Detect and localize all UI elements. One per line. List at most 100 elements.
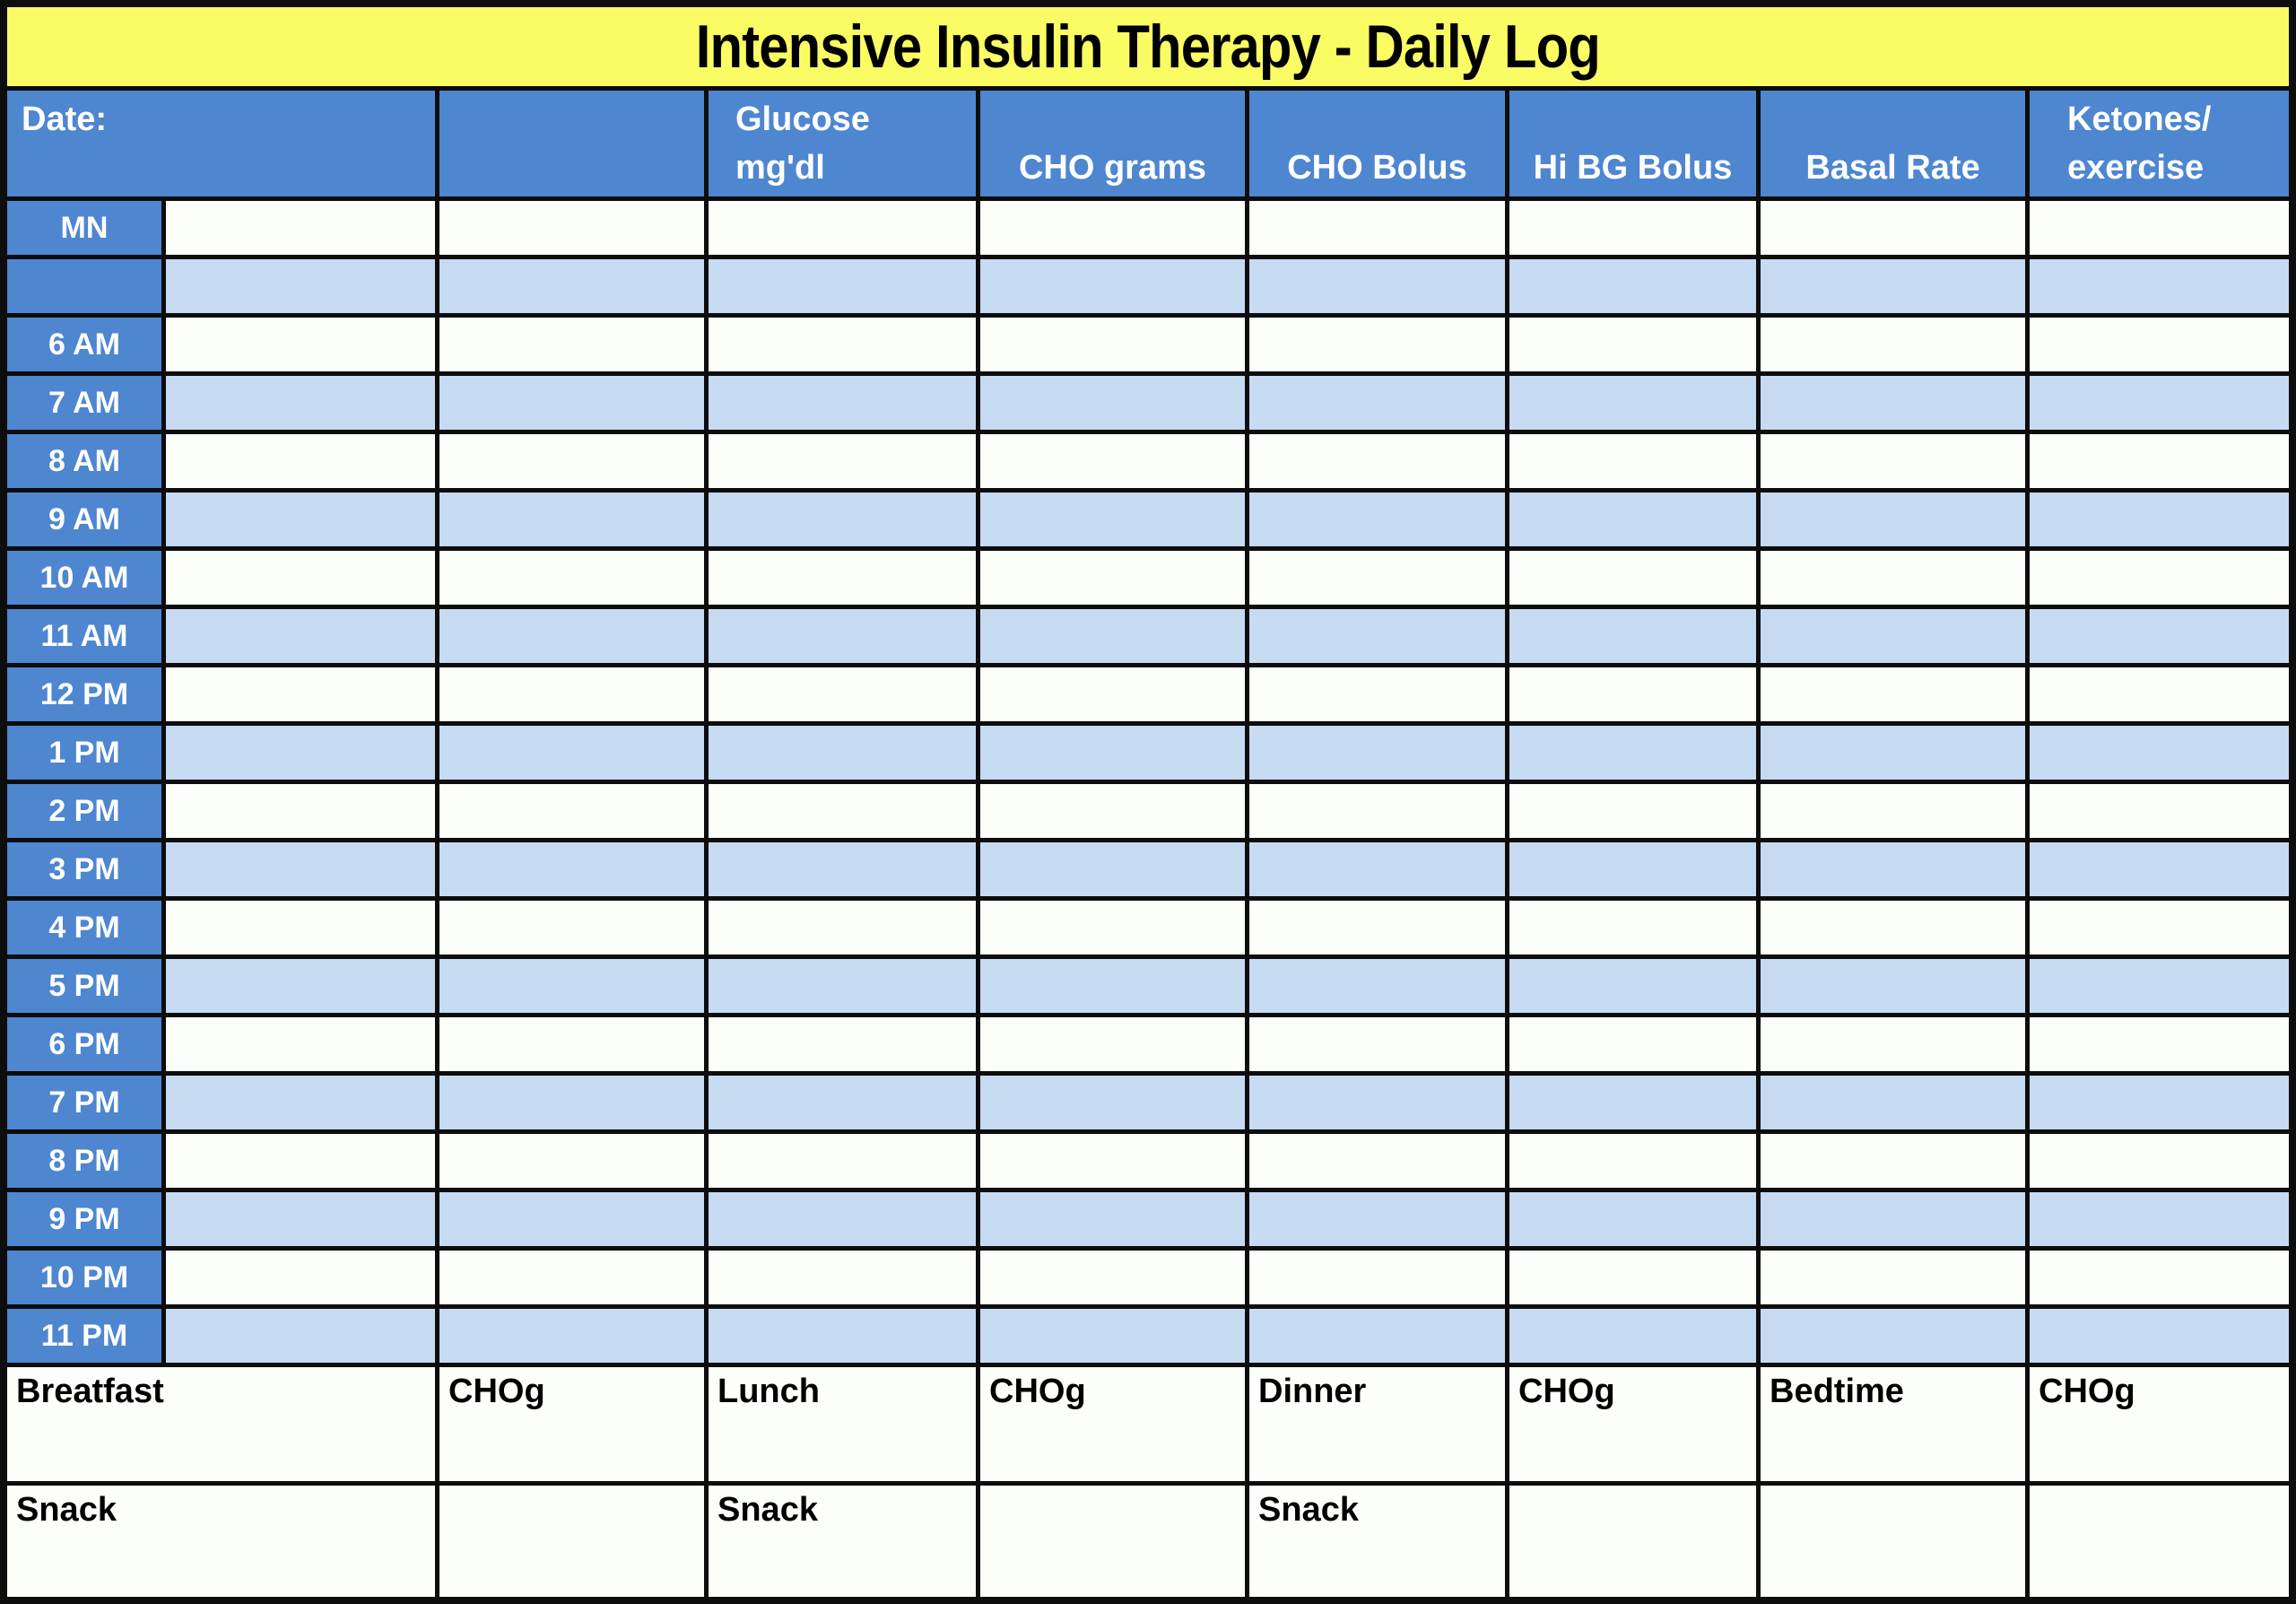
log-cell[interactable] <box>1761 318 2025 371</box>
log-cell[interactable] <box>1761 1134 2025 1188</box>
log-cell[interactable] <box>439 1076 704 1129</box>
log-cell[interactable] <box>166 259 435 313</box>
log-cell[interactable] <box>1509 959 1756 1013</box>
log-cell[interactable] <box>1509 842 1756 896</box>
log-cell[interactable] <box>166 376 435 430</box>
log-cell[interactable] <box>1249 201 1505 255</box>
log-cell[interactable] <box>166 551 435 605</box>
log-cell[interactable] <box>1249 959 1505 1013</box>
log-cell[interactable] <box>2030 1251 2289 1304</box>
log-cell[interactable] <box>1761 901 2025 955</box>
log-cell[interactable] <box>166 784 435 838</box>
header-date[interactable]: Date: <box>7 91 435 196</box>
log-cell[interactable] <box>1509 667 1756 721</box>
log-cell[interactable] <box>1249 434 1505 488</box>
log-cell[interactable] <box>980 901 1245 955</box>
log-cell[interactable] <box>166 842 435 896</box>
meal-breakfast-cell[interactable]: Breatfast <box>7 1367 435 1481</box>
log-cell[interactable] <box>1509 493 1756 546</box>
log-cell[interactable] <box>439 1192 704 1246</box>
log-cell[interactable] <box>709 1017 976 1071</box>
log-cell[interactable] <box>709 842 976 896</box>
log-cell[interactable] <box>980 434 1245 488</box>
log-cell[interactable] <box>1761 493 2025 546</box>
log-cell[interactable] <box>2030 434 2289 488</box>
log-cell[interactable] <box>1249 318 1505 371</box>
log-cell[interactable] <box>2030 784 2289 838</box>
log-cell[interactable] <box>1249 1251 1505 1304</box>
log-cell[interactable] <box>1761 784 2025 838</box>
log-cell[interactable] <box>1509 609 1756 663</box>
log-cell[interactable] <box>1509 259 1756 313</box>
log-cell[interactable] <box>709 1076 976 1129</box>
snack-morning-cell[interactable]: Snack <box>7 1486 435 1597</box>
log-cell[interactable] <box>709 1309 976 1363</box>
log-cell[interactable] <box>1249 1192 1505 1246</box>
log-cell[interactable] <box>1509 376 1756 430</box>
log-cell[interactable] <box>2030 667 2289 721</box>
log-cell[interactable] <box>1249 1134 1505 1188</box>
log-cell[interactable] <box>1509 1251 1756 1304</box>
log-cell[interactable] <box>709 493 976 546</box>
log-cell[interactable] <box>1249 376 1505 430</box>
log-cell[interactable] <box>2030 551 2289 605</box>
log-cell[interactable] <box>980 1076 1245 1129</box>
meal-dinner-cell[interactable]: Dinner <box>1249 1367 1505 1481</box>
log-cell[interactable] <box>439 259 704 313</box>
log-cell[interactable] <box>709 784 976 838</box>
log-cell[interactable] <box>1249 493 1505 546</box>
log-cell[interactable] <box>709 376 976 430</box>
log-cell[interactable] <box>1249 551 1505 605</box>
log-cell[interactable] <box>980 376 1245 430</box>
log-cell[interactable] <box>439 609 704 663</box>
log-cell[interactable] <box>166 1192 435 1246</box>
log-cell[interactable] <box>2030 376 2289 430</box>
log-cell[interactable] <box>2030 842 2289 896</box>
log-cell[interactable] <box>166 959 435 1013</box>
log-cell[interactable] <box>166 318 435 371</box>
log-cell[interactable] <box>1761 551 2025 605</box>
log-cell[interactable] <box>439 784 704 838</box>
log-cell[interactable] <box>2030 1017 2289 1071</box>
log-cell[interactable] <box>1509 318 1756 371</box>
snack-entry-cell[interactable] <box>439 1486 704 1597</box>
snack-afternoon-cell[interactable]: Snack <box>709 1486 976 1597</box>
snack-entry-cell[interactable] <box>1509 1486 1756 1597</box>
log-cell[interactable] <box>1249 1017 1505 1071</box>
log-cell[interactable] <box>709 901 976 955</box>
log-cell[interactable] <box>439 551 704 605</box>
log-cell[interactable] <box>1509 1134 1756 1188</box>
log-cell[interactable] <box>439 1251 704 1304</box>
log-cell[interactable] <box>1761 1076 2025 1129</box>
log-cell[interactable] <box>2030 726 2289 780</box>
log-cell[interactable] <box>1761 376 2025 430</box>
log-cell[interactable] <box>1509 784 1756 838</box>
log-cell[interactable] <box>980 259 1245 313</box>
log-cell[interactable] <box>1761 726 2025 780</box>
log-cell[interactable] <box>166 726 435 780</box>
log-cell[interactable] <box>1249 1076 1505 1129</box>
log-cell[interactable] <box>2030 318 2289 371</box>
log-cell[interactable] <box>439 842 704 896</box>
log-cell[interactable] <box>439 726 704 780</box>
log-cell[interactable] <box>166 1309 435 1363</box>
log-cell[interactable] <box>709 318 976 371</box>
log-cell[interactable] <box>980 667 1245 721</box>
log-cell[interactable] <box>439 376 704 430</box>
log-cell[interactable] <box>166 609 435 663</box>
log-cell[interactable] <box>709 726 976 780</box>
snack-entry-cell[interactable] <box>2030 1486 2289 1597</box>
log-cell[interactable] <box>980 959 1245 1013</box>
log-cell[interactable] <box>1761 1251 2025 1304</box>
log-cell[interactable] <box>1509 1076 1756 1129</box>
log-cell[interactable] <box>2030 201 2289 255</box>
log-cell[interactable] <box>1761 1017 2025 1071</box>
log-cell[interactable] <box>439 493 704 546</box>
log-cell[interactable] <box>2030 493 2289 546</box>
log-cell[interactable] <box>1509 1309 1756 1363</box>
log-cell[interactable] <box>1761 667 2025 721</box>
log-cell[interactable] <box>439 434 704 488</box>
log-cell[interactable] <box>709 609 976 663</box>
log-cell[interactable] <box>1249 259 1505 313</box>
log-cell[interactable] <box>166 901 435 955</box>
